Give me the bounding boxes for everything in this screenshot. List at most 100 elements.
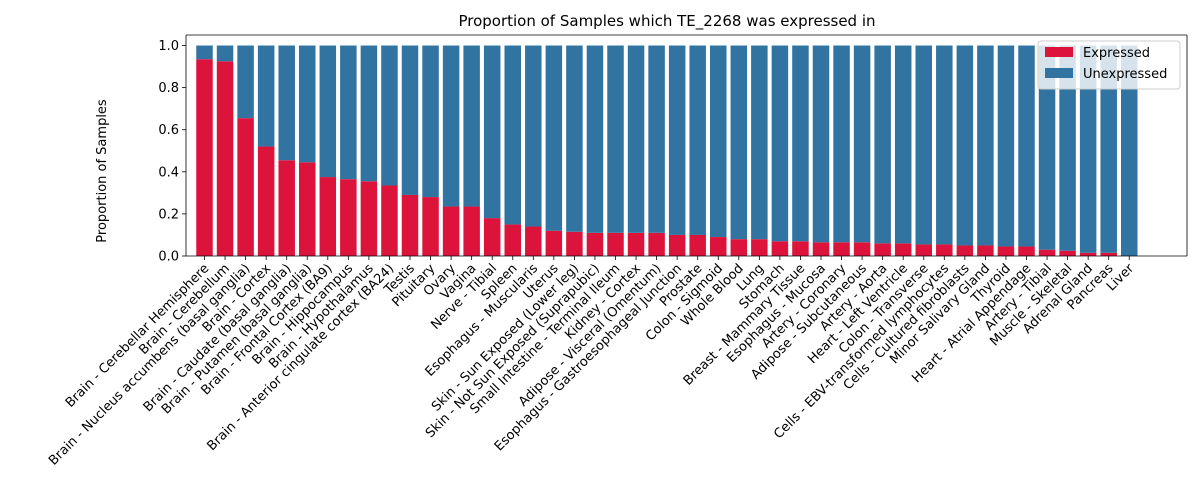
bar-unexpressed (833, 45, 850, 243)
bar-unexpressed (689, 45, 706, 235)
bar-unexpressed (422, 45, 439, 198)
bar-expressed (936, 244, 953, 256)
bar-expressed (278, 160, 295, 256)
legend-frame (1037, 40, 1181, 90)
bar-expressed (545, 230, 563, 256)
bar-expressed (853, 242, 871, 256)
bar-unexpressed (648, 45, 665, 233)
bar-expressed (422, 197, 439, 256)
bar-expressed (257, 146, 275, 256)
bar-expressed (196, 59, 213, 257)
bar-expressed (792, 241, 809, 256)
bar-unexpressed (1079, 45, 1097, 253)
bar-unexpressed (483, 45, 501, 219)
bar-unexpressed (319, 45, 337, 178)
bar-expressed (1038, 249, 1056, 256)
legend-swatch-unexpressed (1045, 68, 1073, 78)
bar-expressed (566, 231, 583, 256)
bar-unexpressed (381, 45, 398, 186)
y-tick-label: 0.8 (158, 81, 179, 96)
bar-unexpressed (525, 45, 542, 227)
bar-unexpressed (504, 45, 521, 225)
bar-unexpressed (710, 45, 727, 238)
bar-expressed (956, 245, 974, 256)
bar-unexpressed (1121, 45, 1138, 256)
bar-expressed (299, 162, 316, 256)
bar-unexpressed (627, 45, 645, 233)
y-tick-label: 0.4 (158, 165, 179, 180)
bar-unexpressed (463, 45, 480, 207)
bar-expressed (525, 226, 542, 256)
bar-unexpressed (730, 45, 748, 240)
bar-unexpressed (442, 45, 460, 207)
bar-expressed (997, 246, 1015, 256)
bar-expressed (463, 206, 480, 256)
bar-unexpressed (874, 45, 891, 244)
bars-group (196, 45, 1138, 257)
bar-unexpressed (237, 45, 254, 119)
bar-expressed (607, 232, 624, 256)
bar-expressed (874, 243, 891, 256)
bar-expressed (915, 244, 932, 256)
axes-group (185, 34, 1188, 257)
bar-expressed (833, 242, 850, 256)
bar-unexpressed (853, 45, 871, 243)
bar-unexpressed (812, 45, 830, 243)
bar-unexpressed (1100, 45, 1117, 253)
y-ticks-group: 0.0 0.2 0.4 0.6 0.8 1.0 (158, 39, 186, 265)
bar-unexpressed (894, 45, 912, 244)
bar-expressed (977, 245, 994, 256)
bar-unexpressed (401, 45, 419, 195)
bar-unexpressed (340, 45, 357, 180)
bar-unexpressed (1059, 45, 1076, 251)
bar-expressed (442, 206, 460, 256)
legend-label-unexpressed: Unexpressed (1083, 67, 1167, 82)
bar-expressed (668, 234, 686, 256)
bar-unexpressed (545, 45, 563, 231)
bar-unexpressed (1018, 45, 1035, 247)
y-axis-label: Proportion of Samples (95, 99, 110, 243)
bar-unexpressed (196, 45, 213, 60)
y-tick-label: 0.6 (158, 123, 179, 138)
bar-unexpressed (751, 45, 768, 240)
legend-swatch-expressed (1045, 47, 1073, 57)
bar-expressed (771, 241, 789, 256)
bar-expressed (483, 218, 501, 256)
bar-expressed (237, 118, 254, 256)
bar-expressed (730, 239, 748, 256)
bar-expressed (710, 237, 727, 256)
y-tick-label: 1.0 (158, 39, 179, 54)
chart-title: Proportion of Samples which TE_2268 was … (458, 12, 875, 31)
bar-unexpressed (771, 45, 789, 242)
bar-unexpressed (607, 45, 624, 233)
bar-expressed (751, 239, 768, 256)
bar-unexpressed (956, 45, 974, 246)
bar-expressed (627, 232, 645, 256)
bar-expressed (1059, 250, 1076, 256)
bar-expressed (1100, 252, 1117, 256)
bar-expressed (319, 177, 337, 256)
bar-expressed (1079, 252, 1097, 256)
bar-unexpressed (566, 45, 583, 232)
bar-unexpressed (915, 45, 932, 245)
bar-expressed (1018, 246, 1035, 256)
bar-unexpressed (1038, 45, 1056, 250)
bar-unexpressed (216, 45, 234, 62)
bar-unexpressed (792, 45, 809, 242)
bar-unexpressed (257, 45, 275, 147)
bar-unexpressed (278, 45, 295, 161)
bar-unexpressed (586, 45, 604, 233)
bar-unexpressed (997, 45, 1015, 247)
bar-unexpressed (936, 45, 953, 245)
legend-label-expressed: Expressed (1083, 46, 1150, 61)
bar-unexpressed (668, 45, 686, 235)
bar-expressed (216, 61, 234, 257)
bar-expressed (401, 194, 419, 256)
bar-expressed (689, 234, 706, 256)
bar-expressed (360, 181, 378, 256)
bar-expressed (340, 179, 357, 256)
legend: Expressed Unexpressed (1037, 40, 1181, 90)
